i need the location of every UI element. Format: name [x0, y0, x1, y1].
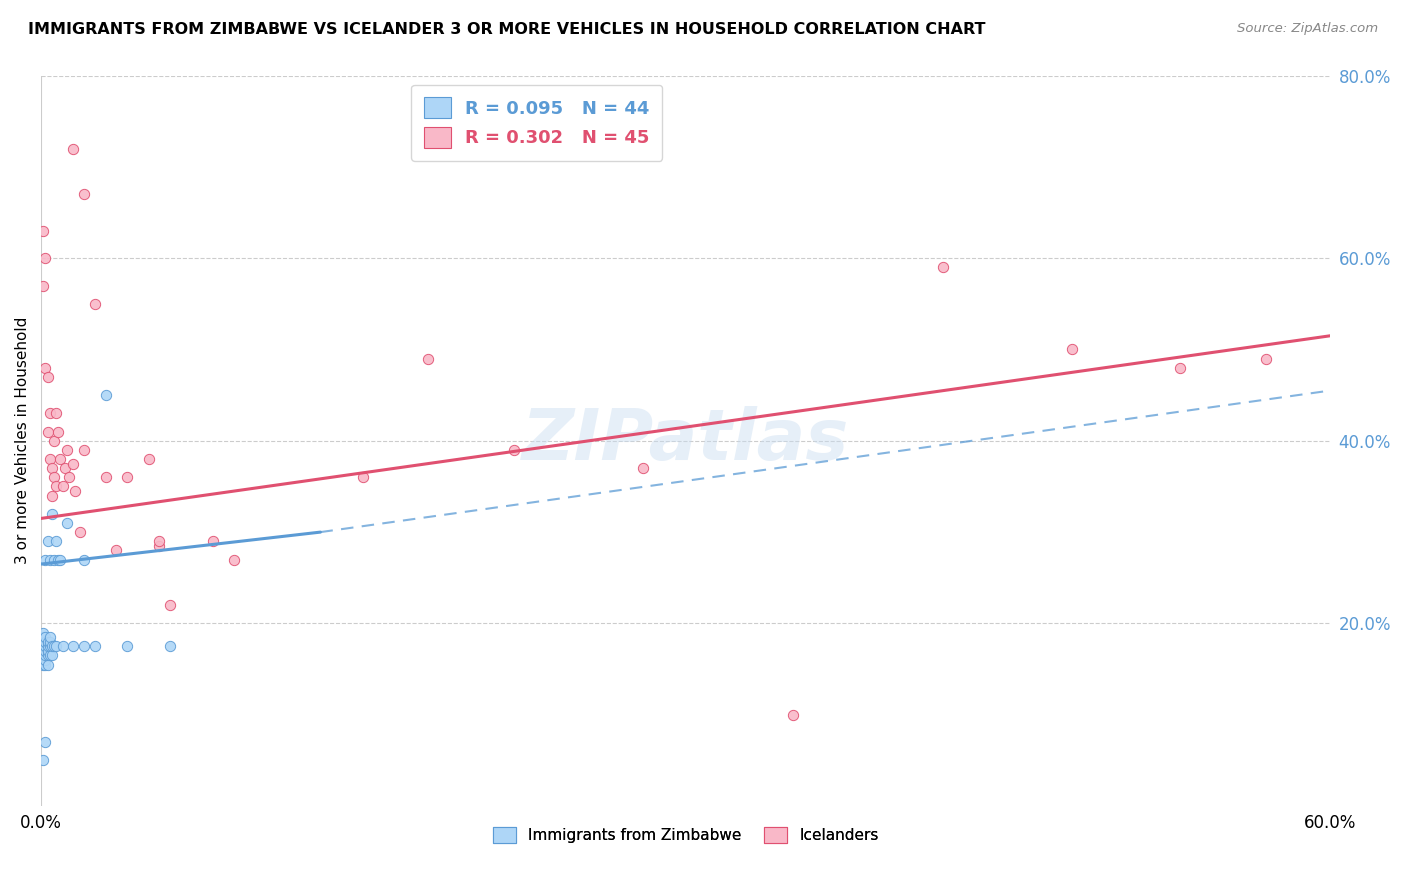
Point — [1062, 343, 1084, 357]
Point — [49, 552, 72, 566]
Point — [52, 479, 75, 493]
Point — [34, 552, 56, 566]
Point — [34, 653, 56, 667]
Point — [416, 351, 439, 366]
Point — [37, 657, 59, 672]
Point — [94, 388, 117, 402]
Point — [34, 634, 56, 648]
Point — [73, 187, 96, 202]
Point — [62, 457, 84, 471]
Point — [56, 516, 79, 530]
Point — [201, 534, 224, 549]
Point — [42, 434, 65, 448]
Point — [52, 640, 75, 654]
Point — [38, 452, 60, 467]
Point — [45, 479, 67, 493]
Point — [38, 648, 60, 663]
Point — [1168, 360, 1191, 375]
Point — [38, 640, 60, 654]
Point — [46, 425, 69, 439]
Point — [34, 735, 56, 749]
Point — [45, 534, 67, 549]
Text: Source: ZipAtlas.com: Source: ZipAtlas.com — [1237, 22, 1378, 36]
Point — [42, 552, 65, 566]
Point — [46, 552, 69, 566]
Point — [73, 640, 96, 654]
Point — [62, 142, 84, 156]
Point — [37, 370, 59, 384]
Point — [37, 534, 59, 549]
Point — [159, 640, 181, 654]
Point — [45, 406, 67, 420]
Point — [65, 483, 87, 498]
Point — [53, 461, 76, 475]
Point — [62, 640, 84, 654]
Point — [41, 640, 63, 654]
Point — [224, 552, 246, 566]
Point — [34, 657, 56, 672]
Point — [32, 224, 55, 238]
Point — [83, 640, 105, 654]
Point — [41, 648, 63, 663]
Point — [42, 470, 65, 484]
Point — [41, 507, 63, 521]
Point — [105, 543, 128, 558]
Point — [37, 634, 59, 648]
Point — [159, 598, 181, 612]
Point — [69, 525, 91, 540]
Point — [42, 640, 65, 654]
Point — [38, 552, 60, 566]
Point — [83, 297, 105, 311]
Point — [34, 640, 56, 654]
Point — [34, 648, 56, 663]
Point — [34, 644, 56, 658]
Point — [58, 470, 80, 484]
Point — [73, 442, 96, 457]
Point — [32, 640, 55, 654]
Point — [32, 657, 55, 672]
Text: IMMIGRANTS FROM ZIMBABWE VS ICELANDER 3 OR MORE VEHICLES IN HOUSEHOLD CORRELATIO: IMMIGRANTS FROM ZIMBABWE VS ICELANDER 3 … — [28, 22, 986, 37]
Point — [502, 442, 524, 457]
Point — [32, 753, 55, 767]
Point — [32, 625, 55, 640]
Point — [49, 452, 72, 467]
Point — [38, 634, 60, 648]
Point — [34, 360, 56, 375]
Y-axis label: 3 or more Vehicles in Household: 3 or more Vehicles in Household — [15, 317, 30, 565]
Point — [37, 648, 59, 663]
Point — [38, 406, 60, 420]
Point — [56, 442, 79, 457]
Point — [32, 278, 55, 293]
Point — [37, 640, 59, 654]
Point — [352, 470, 374, 484]
Point — [94, 470, 117, 484]
Point — [148, 534, 170, 549]
Point — [38, 630, 60, 644]
Point — [32, 630, 55, 644]
Point — [115, 640, 138, 654]
Point — [148, 539, 170, 553]
Point — [782, 707, 804, 722]
Point — [37, 644, 59, 658]
Text: ZIPatlas: ZIPatlas — [522, 406, 849, 475]
Point — [34, 251, 56, 265]
Legend: Immigrants from Zimbabwe, Icelanders: Immigrants from Zimbabwe, Icelanders — [486, 822, 884, 849]
Point — [138, 452, 160, 467]
Point — [631, 461, 654, 475]
Point — [37, 425, 59, 439]
Point — [73, 552, 96, 566]
Point — [45, 640, 67, 654]
Point — [41, 461, 63, 475]
Point — [32, 648, 55, 663]
Point — [115, 470, 138, 484]
Point — [34, 630, 56, 644]
Point — [1254, 351, 1277, 366]
Point — [932, 260, 955, 275]
Point — [41, 489, 63, 503]
